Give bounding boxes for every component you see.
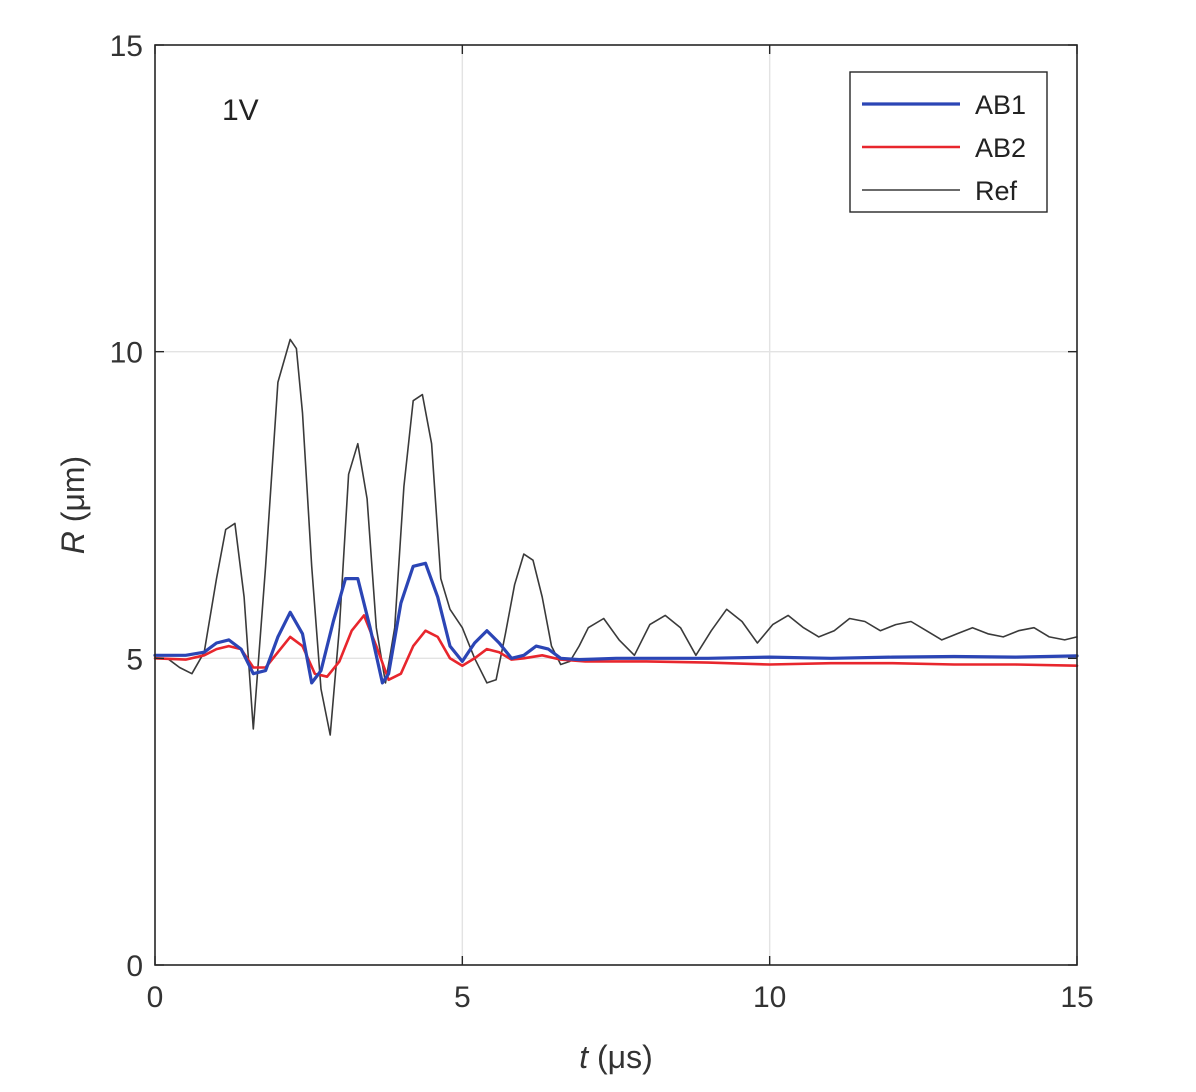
x-tick-label-2: 10 bbox=[753, 981, 786, 1014]
x-tick-label-1: 5 bbox=[454, 981, 471, 1014]
y-tick-label-0: 0 bbox=[126, 950, 143, 983]
y-axis-label: R (μm) bbox=[55, 456, 91, 554]
legend-label-ab2: AB2 bbox=[975, 133, 1026, 163]
series-line-ab1 bbox=[153, 561, 1079, 685]
y-tick-label-2: 10 bbox=[110, 337, 143, 370]
x-axis-label: t (μs) bbox=[579, 1039, 653, 1075]
legend-label-ref: Ref bbox=[975, 176, 1018, 206]
legend-box bbox=[849, 71, 1048, 213]
series-layer bbox=[153, 338, 1079, 736]
x-tick-label-3: 15 bbox=[1060, 981, 1093, 1014]
annotation-text: 1V bbox=[222, 94, 259, 127]
y-tick-label-1: 5 bbox=[126, 643, 143, 676]
x-tick-label-0: 0 bbox=[147, 981, 164, 1014]
y-axis-unit: (μm) bbox=[55, 456, 91, 531]
tick-marks bbox=[154, 44, 1078, 966]
plot-frame bbox=[154, 44, 1078, 966]
tick-labels: 0 5 10 15 0 5 10 15 bbox=[110, 30, 1094, 1014]
series-line-ab2 bbox=[153, 614, 1079, 682]
series-line-ref bbox=[154, 338, 1078, 736]
y-axis-var: R bbox=[55, 531, 91, 554]
x-axis-unit: (μs) bbox=[588, 1039, 653, 1075]
legend: AB1 AB2 Ref bbox=[849, 71, 1048, 213]
y-tick-label-3: 15 bbox=[110, 30, 143, 63]
legend-label-ab1: AB1 bbox=[975, 90, 1026, 120]
x-axis-var: t bbox=[579, 1039, 589, 1075]
